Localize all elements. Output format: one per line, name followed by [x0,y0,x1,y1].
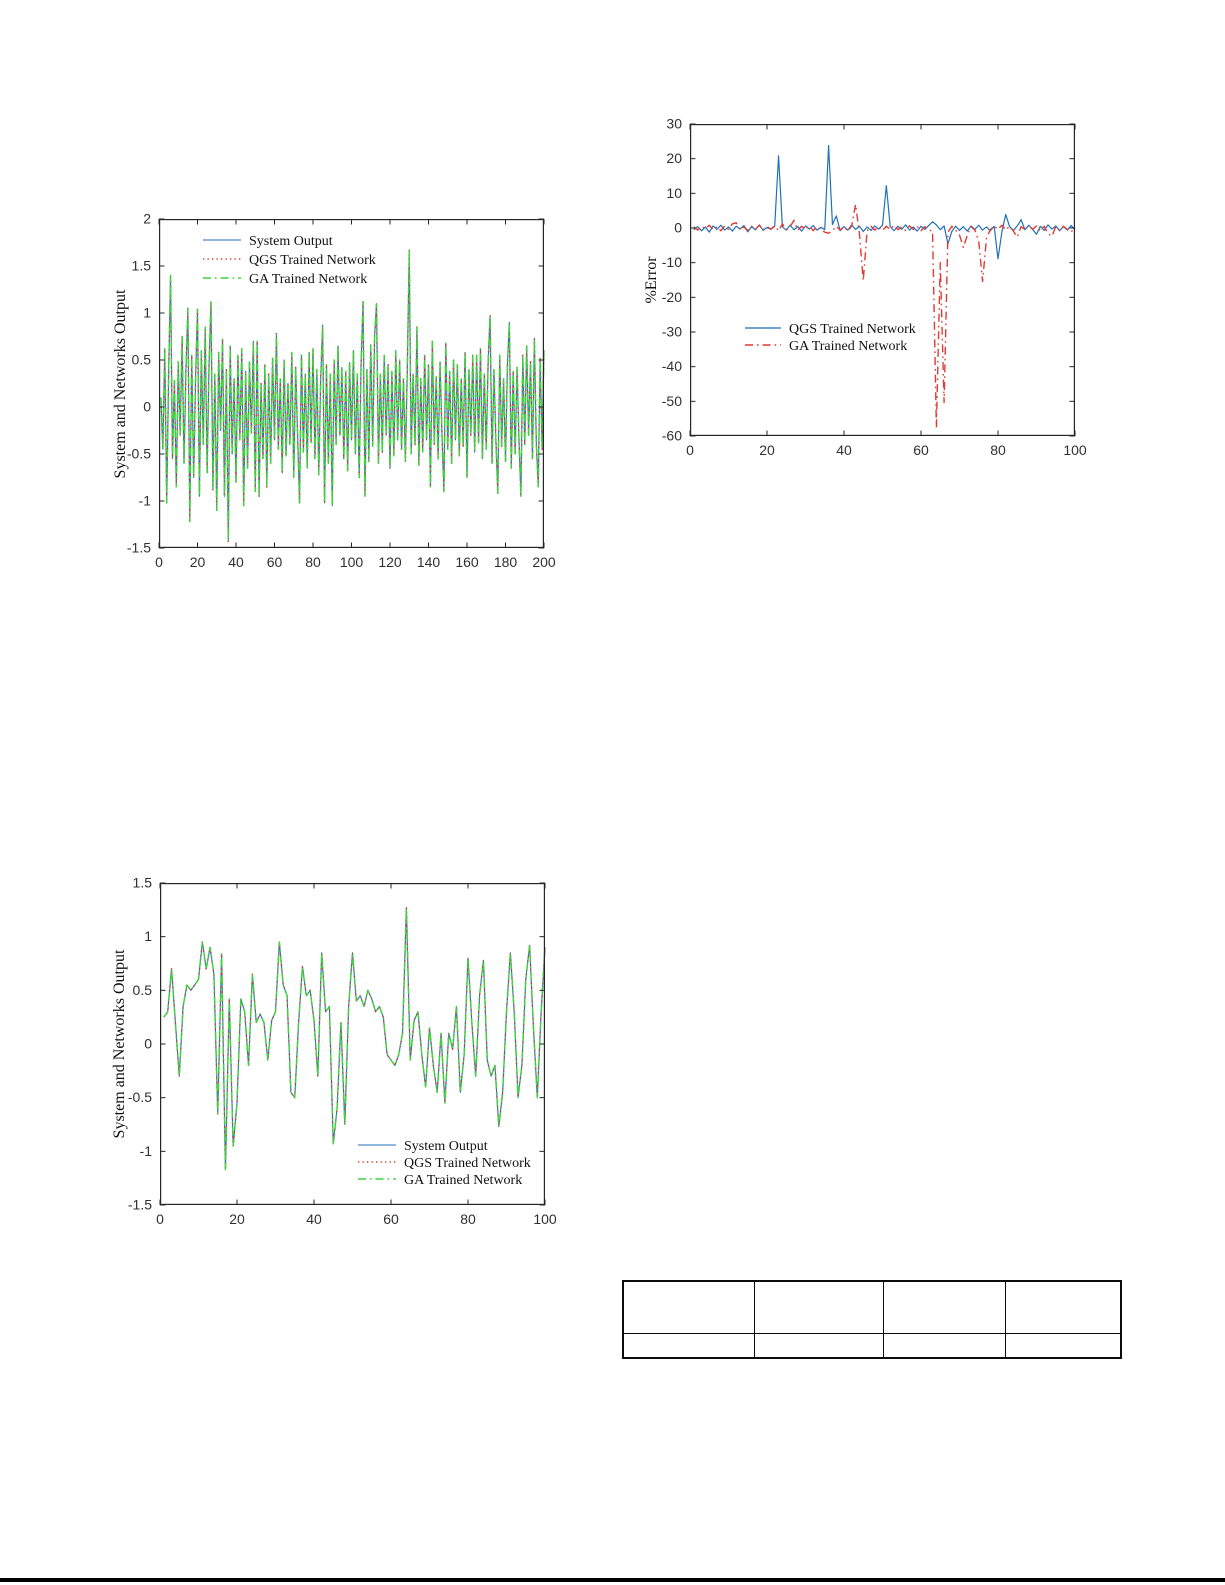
legend-label: System Output [404,1139,488,1154]
y-tick-label: 0 [674,220,682,236]
table-cell [1004,1332,1122,1359]
series-line [163,906,546,1171]
y-tick-label: 10 [666,185,682,201]
y-axis-label: %Error [643,256,660,304]
x-tick-label: 100 [340,554,364,570]
chart-canvas: 0 20 40 60 80 100 -1.5 -1 -0.5 0 0.5 1 1.5 System Out… [128,875,557,1228]
y-tick-label: 1.5 [133,875,153,891]
results-table [622,1280,1122,1359]
y-axis-label: System and Networks Output [111,949,128,1139]
y-tick-label: -1 [140,1143,153,1159]
y-tick-label: -50 [662,393,682,409]
table-cell [622,1280,755,1334]
table-cell [1004,1280,1122,1334]
x-tick-label: 40 [306,1211,322,1227]
x-tick-label: 80 [460,1211,476,1227]
series-line [160,249,545,543]
series-line [163,907,546,1171]
y-tick-label: -0.5 [128,1089,152,1105]
x-tick-label: 40 [228,554,244,570]
x-tick-label: 0 [156,1211,164,1227]
legend-label: System Output [249,234,333,249]
legend-label: QGS Trained Network [249,253,376,268]
chart-training-output: System and Networks Output 0 20 40 60 80 100 1… [112,211,556,571]
x-tick-label: 0 [155,554,163,570]
series-line [160,249,545,543]
page-bottom-rule [0,1578,1225,1582]
y-tick-label: 2 [143,211,151,227]
table-cell [882,1332,1006,1359]
y-tick-label: 0 [144,1036,152,1052]
x-tick-label: 40 [836,442,852,458]
x-tick-label: 140 [417,554,441,570]
series-line [163,906,546,1171]
axis-box [690,124,1075,436]
legend-label: QGS Trained Network [789,322,916,337]
chart-canvas: 0 20 40 60 80 100 120 140 160 180 200 -1.5 -1 -0.5 0 0.… [127,211,556,571]
y-tick-label: -1 [139,493,152,509]
x-tick-label: 0 [686,442,694,458]
y-tick-label: 1.5 [132,258,152,274]
table-row [622,1280,1122,1334]
y-tick-label: 0.5 [132,352,152,368]
series-line [693,144,1076,260]
x-tick-label: 80 [990,442,1006,458]
table-cell [882,1280,1006,1334]
y-tick-label: -30 [662,324,682,340]
chart-test-output: System and Networks Output 0 20 40 60 80 100 -… [111,875,557,1228]
y-tick-label: 0.5 [133,982,153,998]
x-tick-label: 20 [229,1211,245,1227]
chart-canvas: 0 20 40 60 80 100 -60 -50 -40 -30 -20 -10 0 10 20 30 QGS… [662,116,1087,459]
x-tick-label: 160 [455,554,479,570]
y-tick-label: -1.5 [128,1197,152,1213]
table-cell [753,1280,884,1334]
y-tick-label: -0.5 [127,446,151,462]
x-tick-label: 60 [267,554,283,570]
series-line [693,203,1076,429]
table-cell [622,1332,755,1359]
x-tick-label: 200 [532,554,556,570]
x-tick-label: 100 [533,1211,557,1227]
empty-table-grid [622,1280,1122,1359]
x-tick-label: 60 [383,1211,399,1227]
table-row [622,1332,1122,1359]
y-tick-label: -60 [662,428,682,444]
x-tick-label: 20 [759,442,775,458]
y-tick-label: -10 [662,254,682,270]
legend-label: GA Trained Network [404,1173,522,1188]
x-tick-label: 100 [1063,442,1087,458]
y-tick-label: -40 [662,358,682,374]
x-tick-label: 180 [494,554,518,570]
legend-label: GA Trained Network [249,272,367,287]
legend-label: GA Trained Network [789,339,907,354]
chart-percent-error: %Error 0 20 40 60 80 100 -60 -50 -40 -30 -20 -10 0 10… [643,116,1087,459]
y-tick-label: 0 [143,399,151,415]
x-tick-label: 80 [305,554,321,570]
x-tick-label: 60 [913,442,929,458]
y-tick-label: -20 [662,289,682,305]
table-cell [753,1332,884,1359]
y-tick-label: 1 [143,305,151,321]
y-tick-label: 1 [144,928,152,944]
x-tick-label: 20 [190,554,206,570]
y-tick-label: 20 [666,150,682,166]
legend-label: QGS Trained Network [404,1156,531,1171]
x-tick-label: 120 [378,554,402,570]
y-tick-label: -1.5 [127,540,151,556]
y-tick-label: 30 [666,116,682,132]
